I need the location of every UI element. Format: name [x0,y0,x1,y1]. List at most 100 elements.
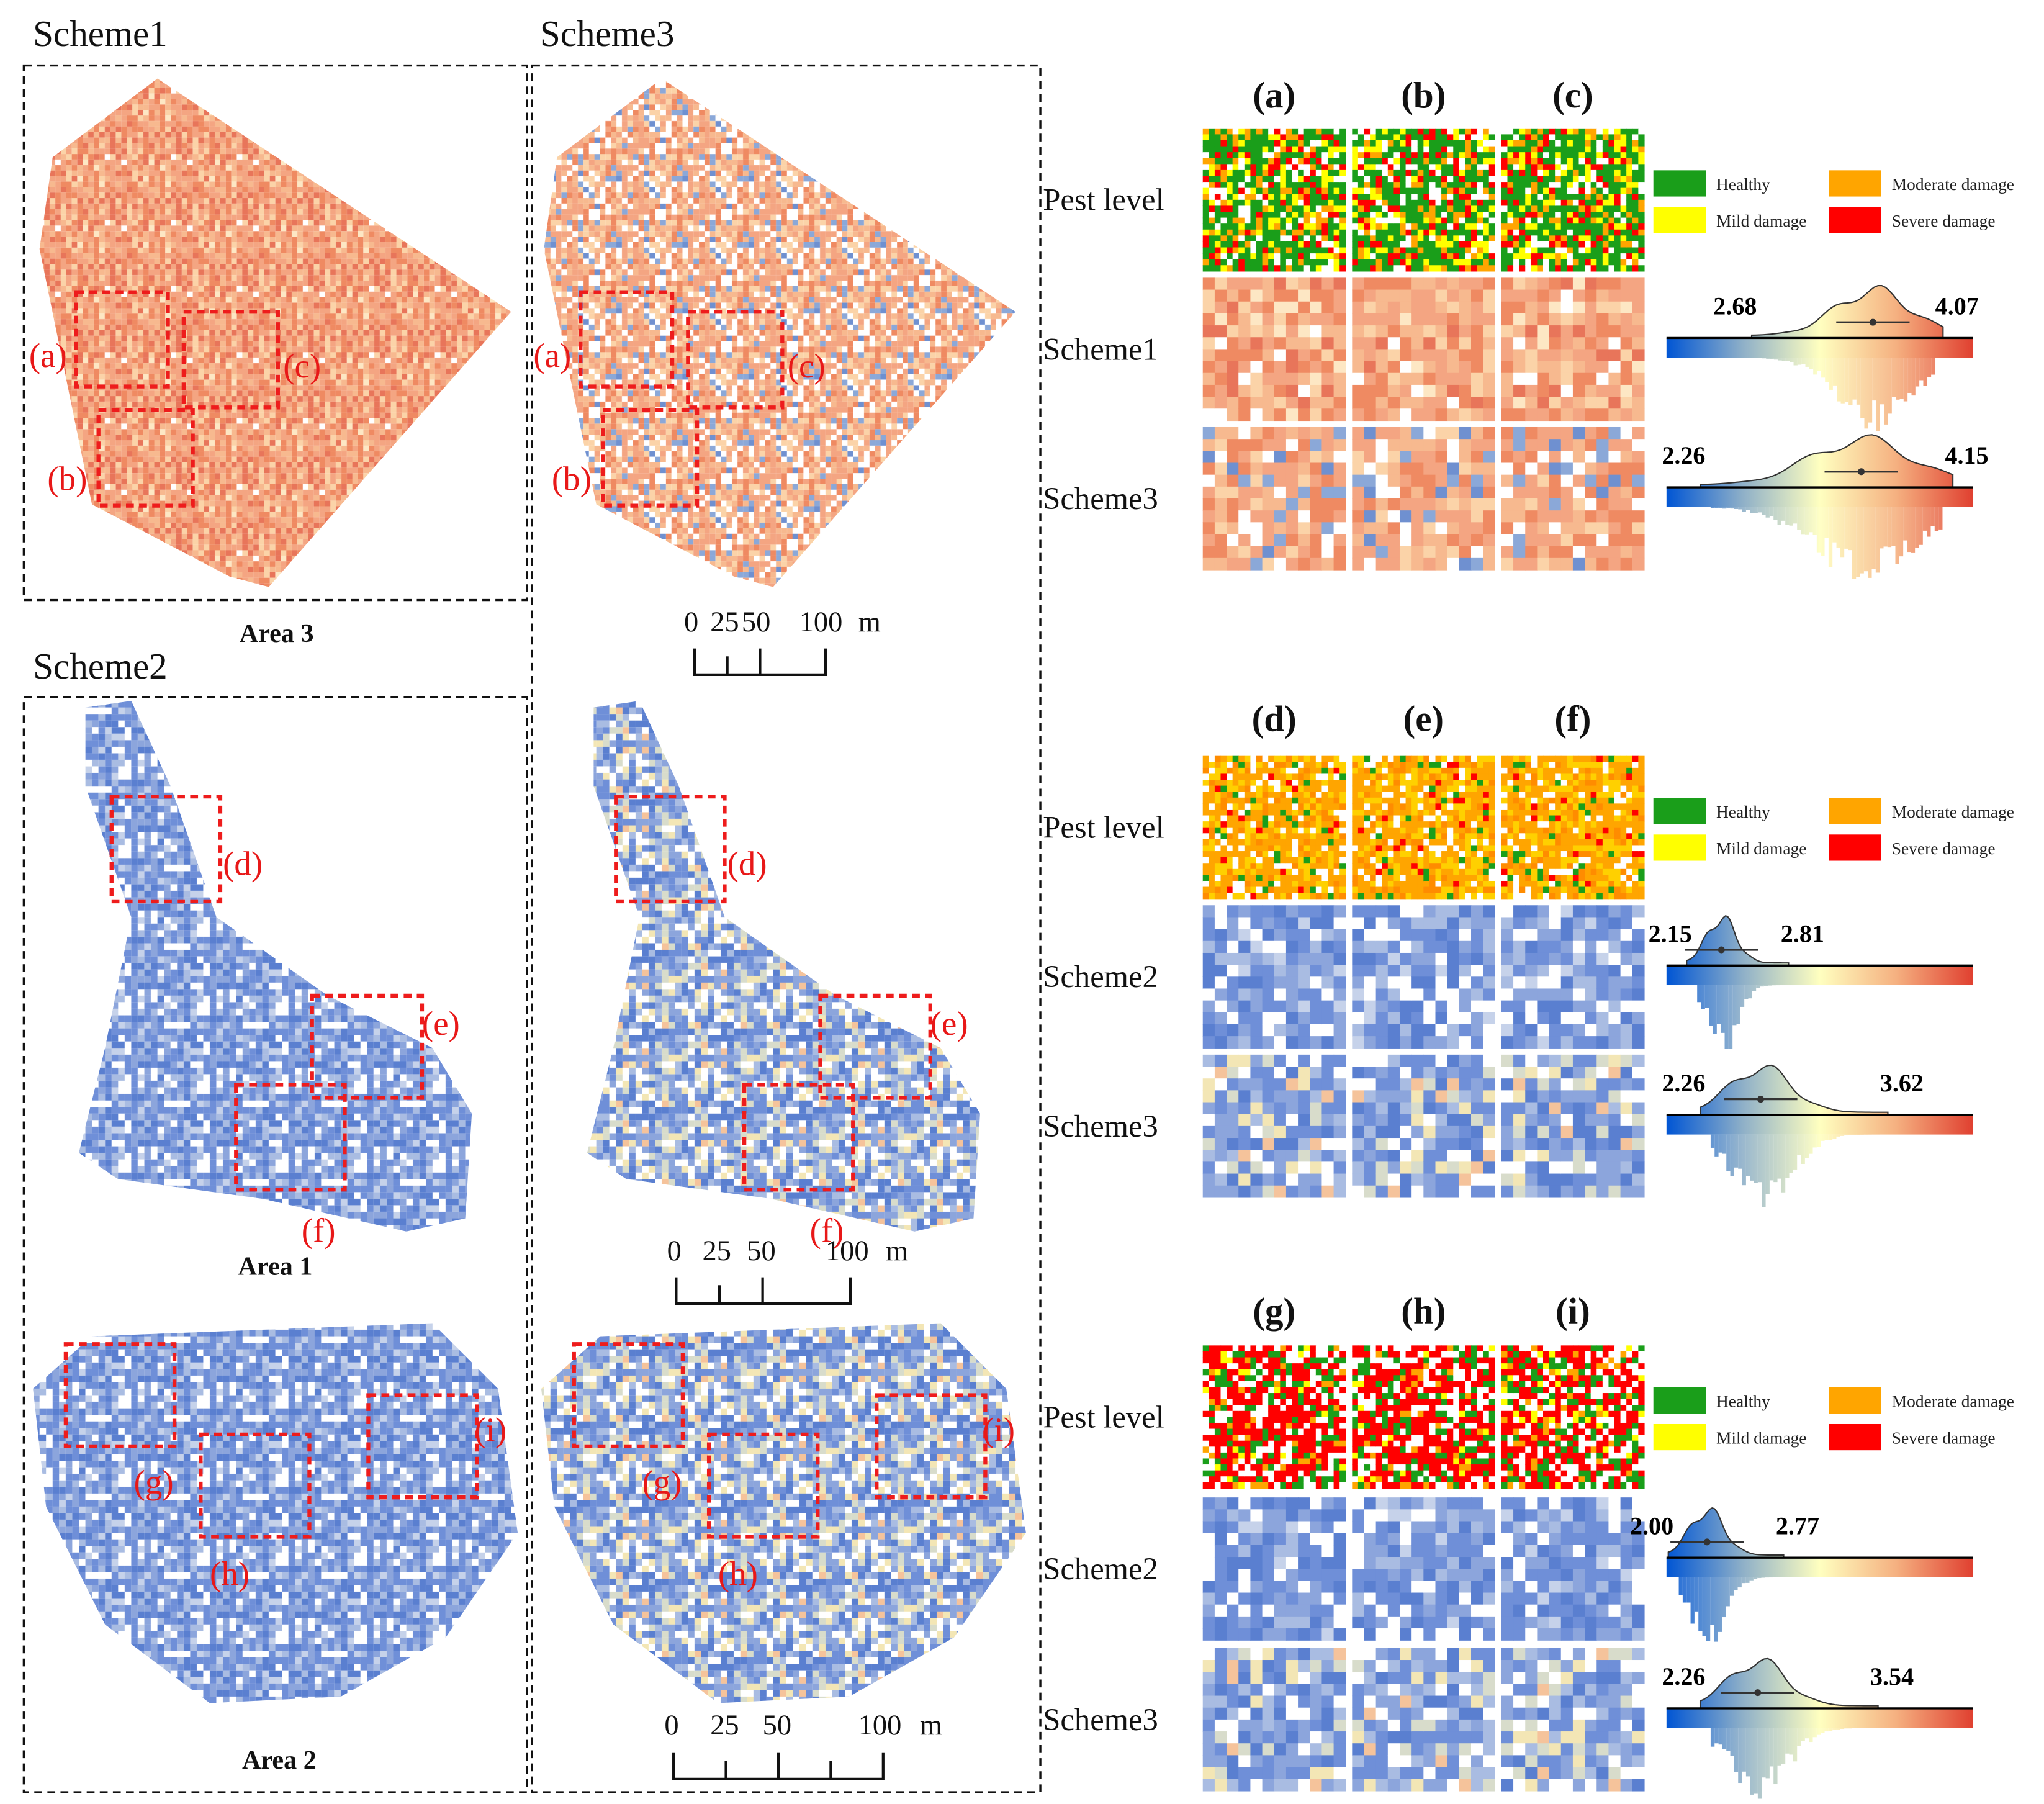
histogram-bar [1754,1728,1758,1794]
histogram-bar [1832,507,1837,543]
scheme-tile [1501,905,1645,1049]
histogram-bar [1768,985,1772,986]
zoom-box-label: (b) [552,459,592,497]
histogram-bar [1844,1728,1848,1729]
density-curve [1750,284,1944,339]
histogram-bar [1804,1728,1809,1739]
histogram-bar [1724,985,1729,1049]
ridge-min-value: 2.15 [1649,919,1692,947]
scale-label: m [858,607,881,638]
histogram-bar [1840,1134,1845,1136]
histogram-bar [1863,507,1868,572]
ridge-max-value: 4.15 [1945,441,1988,469]
histogram-bar [1745,507,1750,510]
scale-label: 0 [664,1710,678,1741]
histogram-bar [1773,1728,1778,1785]
zoom-box [706,1432,820,1539]
histogram-bar [1738,1134,1742,1169]
histogram-bar [1752,985,1757,991]
histogram-bar [1829,358,1833,390]
histogram-bar [1848,507,1852,551]
legend-swatch [1829,834,1881,861]
histogram-bar [1734,1577,1738,1590]
histogram-bar [1732,985,1737,1026]
histogram-bar [1710,1577,1714,1625]
histogram-bar [1785,1728,1790,1754]
histogram-bar [1821,507,1825,556]
ridge-max-value: 3.54 [1870,1662,1914,1690]
pest-level-tile [1352,128,1495,272]
histogram-bar [1824,507,1829,539]
scale-bars: 0 25 50 100 m0 25 50 100 m0 25 50 100 m [664,607,942,1781]
scheme-tile [1352,905,1495,1049]
histogram-bar [1840,1728,1845,1730]
histogram-bar [1678,1577,1683,1595]
legend-label: Healthy [1716,803,1770,821]
histogram-bar [1919,358,1924,381]
ridge-plot: 2.26 3.54 [1662,1657,1973,1799]
histogram-bar [1868,358,1873,423]
histogram-bar [1745,1134,1750,1176]
scale-label: 100 [799,607,843,638]
mean-point [1757,1096,1765,1103]
zoom-box-label: (a) [29,336,67,374]
histogram-bar [1836,1728,1840,1730]
histogram-bar [1852,507,1857,579]
scheme-tile [1352,1497,1495,1641]
area1-scale-bar: 0 25 50 100 m [667,1235,908,1305]
row-label: Scheme3 [1043,481,1158,516]
histogram-bar [1754,1134,1758,1183]
detail-group-3: (g) (h) (i) Pest level Scheme2 Scheme3 Healthy… [1043,1290,2014,1799]
colorbar [1666,487,1973,507]
legend-swatch [1653,1423,1706,1451]
zoom-box [579,290,675,389]
histogram-bar [1876,358,1880,432]
ridge-min-value: 2.26 [1662,1662,1705,1690]
histogram-bar [1744,985,1749,999]
scheme-tile [1352,277,1495,422]
scheme-tile [1202,905,1346,1049]
histogram-bar [1848,1728,1852,1729]
histogram-bar [1736,985,1740,1024]
histogram-bar [1805,358,1809,367]
column-label: (e) [1403,698,1444,739]
histogram-bar [1840,358,1845,404]
pest-level-tile [1501,128,1645,272]
colorbar [1666,965,1973,986]
zoom-box-label: (e) [930,1004,968,1042]
histogram-bar [1714,1134,1719,1157]
histogram-bar [1801,507,1805,535]
legend-label: Mild damage [1716,212,1806,230]
histogram-bar [1797,358,1802,365]
histogram-bar [1817,358,1821,371]
area2-scale-bar: 0 25 50 100 m [664,1710,942,1781]
histogram-bar [1694,1577,1699,1612]
colorbar [1666,1708,1973,1728]
area3-scheme1-map [39,78,511,587]
ridge-plot: 2.26 4.15 [1662,434,1989,579]
ridge-min-value: 2.00 [1630,1512,1673,1540]
scheme-tile [1202,426,1346,571]
histogram-bar [1790,358,1794,362]
histogram-bar [1785,1134,1790,1178]
column-label: (i) [1556,1290,1590,1331]
area1-label: Area 1 [238,1252,313,1281]
histogram-bar [1895,507,1899,564]
ridge-min-value: 2.68 [1713,292,1757,320]
histogram-bar [1754,507,1758,513]
scheme2-frame [22,696,528,1793]
scheme-tile [1352,426,1495,571]
zoom-box [310,993,425,1100]
histogram-bar [1931,358,1935,375]
histogram-bar [1713,985,1717,1034]
histogram-bar [1840,507,1845,558]
scheme-tile [1202,1648,1346,1792]
zoom-box [818,993,932,1100]
pest-level-tile [1202,1345,1346,1489]
legend-swatch [1653,1387,1706,1414]
ridge-plot: 2.26 3.62 [1662,1064,1973,1207]
histogram-bar [1765,1728,1770,1779]
ridge-max-value: 4.07 [1935,292,1979,320]
histogram-bar [1809,1728,1813,1743]
histogram-bar [1824,1134,1829,1140]
